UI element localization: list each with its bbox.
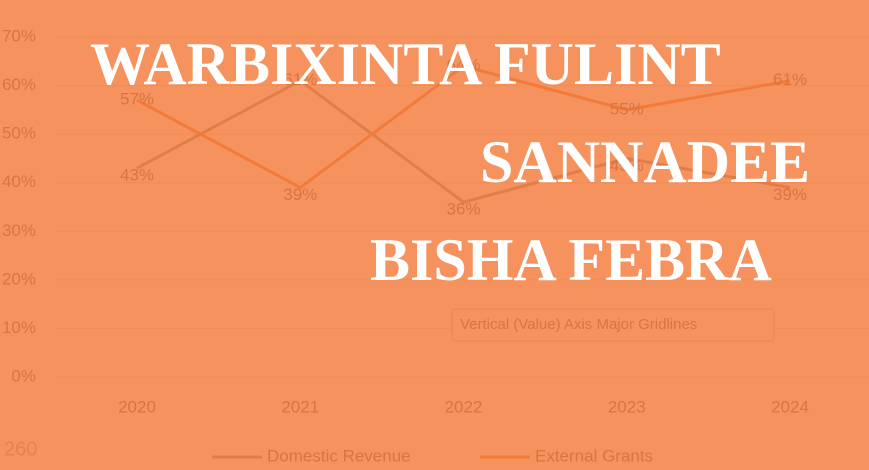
overlay-text: WARBIXINTA FULINT SANNADEE BISHA FEBRA (90, 31, 810, 293)
overlay-line: BISHA FEBRA (370, 227, 772, 293)
overlay-line: SANNADEE (480, 129, 810, 195)
overlay-line: WARBIXINTA FULINT (90, 31, 721, 97)
